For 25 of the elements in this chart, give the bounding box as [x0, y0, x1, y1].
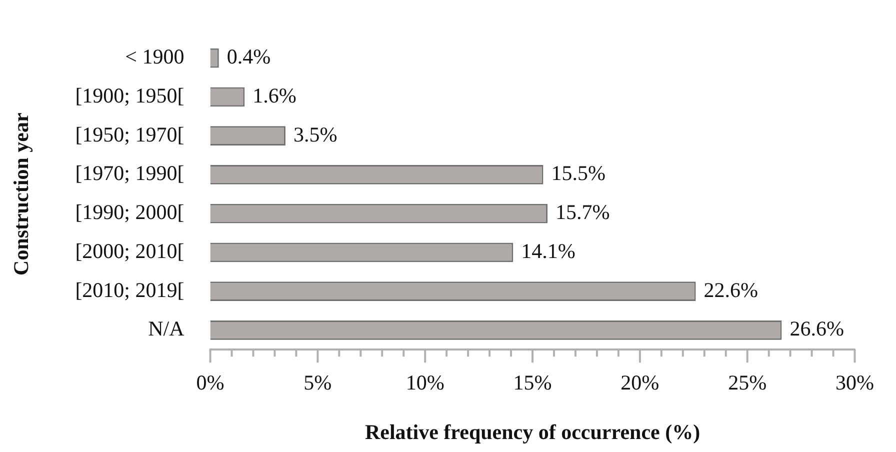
y-tick-label: [2010; 2019[: [75, 278, 184, 302]
x-tick-label: 5%: [304, 370, 332, 395]
y-tick-label: N/A: [148, 316, 186, 341]
x-tick-label: 0%: [196, 370, 224, 395]
x-axis-title: Relative frequency of occurrence (%): [364, 420, 700, 444]
x-tick-label: 25%: [728, 370, 767, 395]
x-tick-label: 30%: [836, 370, 874, 395]
y-axis-title: Construction year: [9, 112, 34, 276]
y-tick-label: [1990; 2000[: [75, 200, 184, 224]
y-tick-label: [1950; 1970[: [75, 122, 184, 146]
data-label: 26.6%: [790, 316, 844, 341]
y-tick-label: [1970; 1990[: [75, 161, 184, 186]
x-tick-label: 10%: [406, 370, 444, 395]
x-tick-label: 20%: [620, 370, 660, 395]
data-label: 3.5%: [293, 122, 338, 146]
data-label: 15.5%: [551, 161, 606, 186]
y-tick-label: [1900; 1950[: [75, 83, 184, 108]
data-label: 14.1%: [521, 238, 576, 263]
data-label: 1.6%: [252, 83, 296, 108]
x-tick-label: 15%: [513, 370, 552, 395]
data-label: 22.6%: [704, 278, 758, 302]
y-tick-label: [2000; 2010[: [75, 238, 184, 263]
data-label: 15.7%: [556, 200, 610, 224]
data-label: 0.4%: [226, 44, 271, 69]
y-tick-label: < 1900: [125, 44, 184, 69]
